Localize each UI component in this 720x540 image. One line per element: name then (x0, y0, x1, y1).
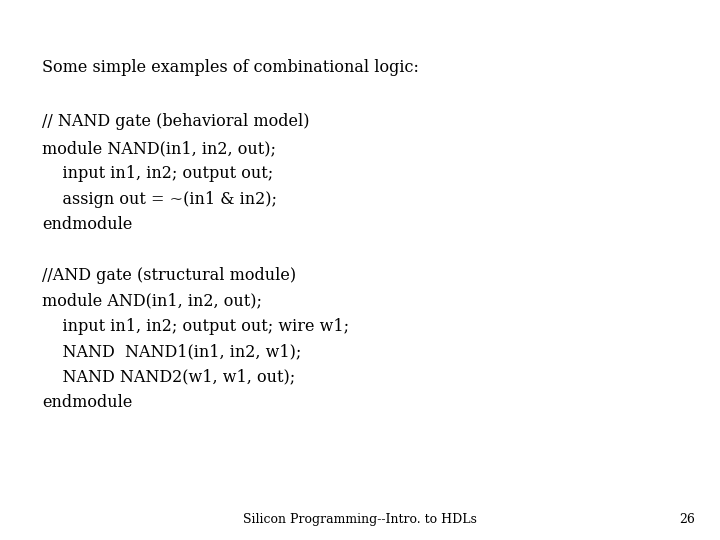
Text: module AND(in1, in2, out);: module AND(in1, in2, out); (42, 292, 262, 309)
Text: assign out = ~(in1 & in2);: assign out = ~(in1 & in2); (42, 191, 276, 208)
Text: endmodule: endmodule (42, 394, 132, 411)
Text: NAND  NAND1(in1, in2, w1);: NAND NAND1(in1, in2, w1); (42, 343, 301, 360)
Text: input in1, in2; output out; wire w1;: input in1, in2; output out; wire w1; (42, 318, 349, 335)
Text: NAND NAND2(w1, w1, out);: NAND NAND2(w1, w1, out); (42, 368, 295, 386)
Text: Silicon Programming--Intro. to HDLs: Silicon Programming--Intro. to HDLs (243, 513, 477, 526)
Text: Some simple examples of combinational logic:: Some simple examples of combinational lo… (42, 59, 418, 76)
Text: //AND gate (structural module): //AND gate (structural module) (42, 267, 296, 284)
Text: endmodule: endmodule (42, 216, 132, 233)
Text: module NAND(in1, in2, out);: module NAND(in1, in2, out); (42, 140, 276, 157)
Text: // NAND gate (behavioral model): // NAND gate (behavioral model) (42, 113, 310, 130)
Text: input in1, in2; output out;: input in1, in2; output out; (42, 165, 273, 183)
Text: 26: 26 (680, 513, 696, 526)
